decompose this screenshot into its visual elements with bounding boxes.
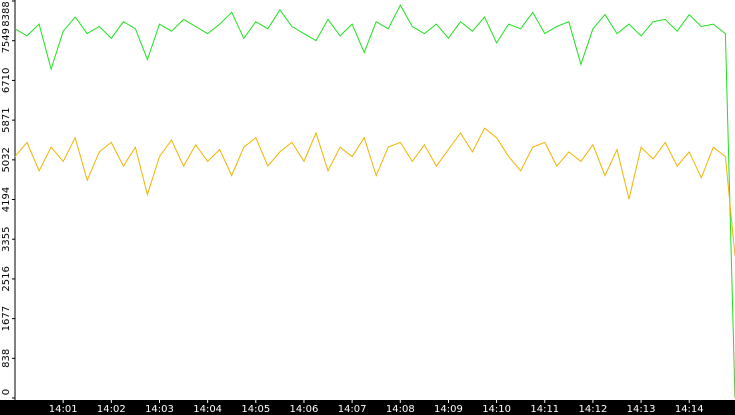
x-tick-label: 14:14 xyxy=(675,404,704,415)
x-tick-label: 14:13 xyxy=(627,404,656,415)
x-tick-label: 14:03 xyxy=(145,404,174,415)
y-tick-label: 0 xyxy=(1,389,12,395)
y-tick-label: 1677 xyxy=(1,306,12,331)
y-tick-label: 5032 xyxy=(1,147,12,172)
x-tick-label: 14:11 xyxy=(530,404,559,415)
y-tick-label: 2516 xyxy=(1,266,12,291)
x-tick-label: 14:10 xyxy=(482,404,511,415)
x-tick-label: 14:09 xyxy=(434,404,463,415)
series-line xyxy=(14,4,735,399)
y-tick-label: 8388 xyxy=(1,1,12,26)
x-axis-band xyxy=(0,400,735,415)
x-tick-label: 14:04 xyxy=(193,404,222,415)
y-tick-label: 6710 xyxy=(1,68,12,93)
x-tick-label: 14:08 xyxy=(386,404,415,415)
y-tick-label: 838 xyxy=(1,349,12,368)
series-line xyxy=(14,127,735,257)
x-tick-label: 14:12 xyxy=(579,404,608,415)
x-tick-label: 14:07 xyxy=(338,404,367,415)
x-tick-label: 14:01 xyxy=(49,404,78,415)
x-tick-label: 14:06 xyxy=(290,404,319,415)
y-tick-label: 3355 xyxy=(1,226,12,251)
y-tick-label: 4194 xyxy=(1,187,12,212)
y-tick-label: 5871 xyxy=(1,107,12,132)
x-tick-label: 14:02 xyxy=(97,404,126,415)
y-tick-label: 7549 xyxy=(1,28,12,53)
x-tick-label: 14:05 xyxy=(241,404,270,415)
